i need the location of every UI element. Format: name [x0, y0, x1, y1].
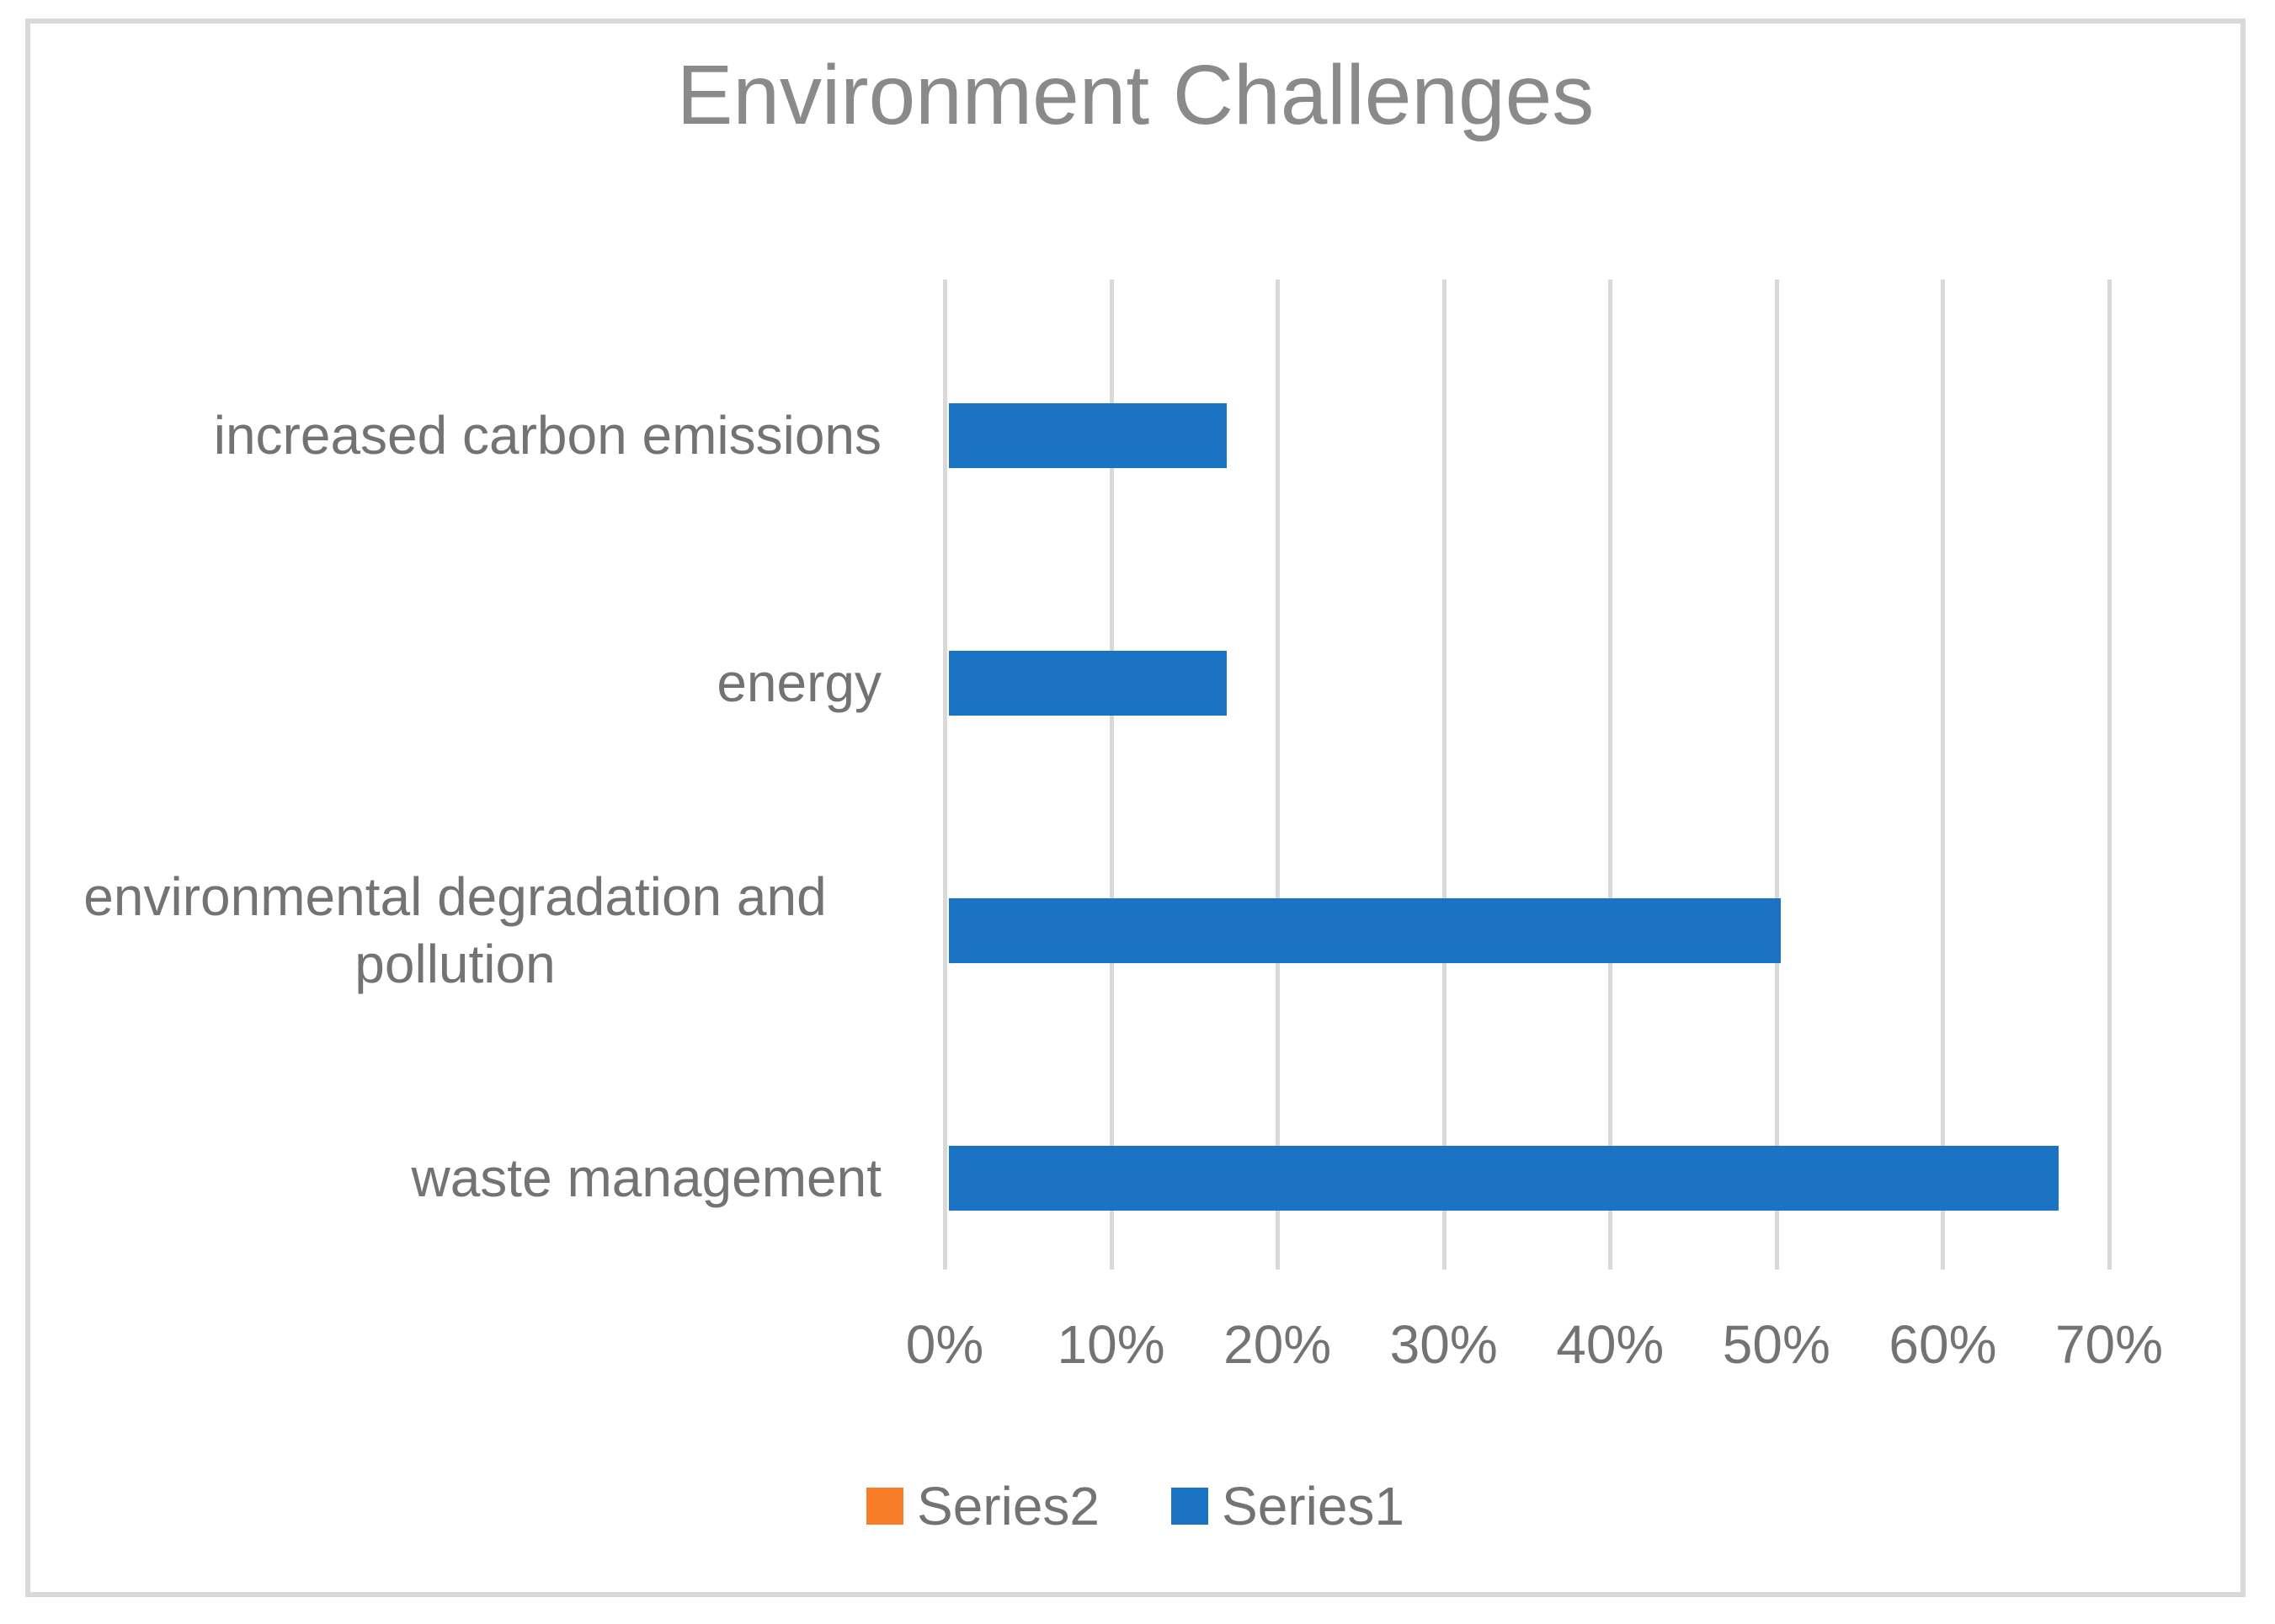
legend-label: Series1 [1222, 1476, 1404, 1536]
bar-waste-management [949, 1146, 2059, 1211]
x-tick-label: 0% [905, 1314, 984, 1375]
gridline [2107, 280, 2112, 1270]
gridline [1441, 280, 1447, 1270]
category-label: energy [29, 559, 882, 807]
legend-item-series1: Series1 [1171, 1475, 1404, 1537]
chart-title: Environment Challenges [676, 48, 1595, 142]
x-tick-label: 40% [1556, 1314, 1665, 1375]
gridline [1941, 280, 1946, 1270]
legend-item-series2: Series2 [866, 1475, 1100, 1537]
bar-increased-carbon-emissions [949, 403, 1227, 468]
x-tick-label: 60% [1889, 1314, 1997, 1375]
series1-swatch-icon [1171, 1488, 1208, 1525]
gridline [1774, 280, 1779, 1270]
category-label-text: waste management [411, 1147, 882, 1208]
chart-frame [25, 19, 2246, 1597]
x-tick-label: 30% [1389, 1314, 1498, 1375]
gridline [1109, 280, 1114, 1270]
bar-environmental-degradation-and-pollution [949, 898, 1781, 963]
category-label: increased carbon emissions [29, 311, 882, 559]
bar-energy [949, 651, 1227, 716]
category-label: waste management [29, 1054, 882, 1302]
legend-label: Series2 [917, 1476, 1100, 1536]
category-label-text: energy [717, 652, 882, 713]
gridline [1608, 280, 1613, 1270]
chart-legend: Series2 Series1 [25, 1475, 2246, 1537]
x-tick-label: 10% [1057, 1314, 1165, 1375]
category-label-text: increased carbon emissions [213, 405, 882, 466]
x-tick-label: 20% [1223, 1314, 1332, 1375]
category-label-text: environmental degradation and pollution [83, 866, 827, 994]
category-label: environmental degradation and pollution [29, 807, 882, 1054]
gridline [943, 280, 947, 1270]
series2-swatch-icon [866, 1488, 903, 1525]
x-tick-label: 50% [1722, 1314, 1830, 1375]
x-axis: 0% 10% 20% 30% 40% 50% 60% 70% [906, 1313, 2163, 1389]
gridline [1276, 280, 1281, 1270]
plot-area [943, 280, 2112, 1270]
x-tick-label: 70% [2054, 1314, 2164, 1375]
